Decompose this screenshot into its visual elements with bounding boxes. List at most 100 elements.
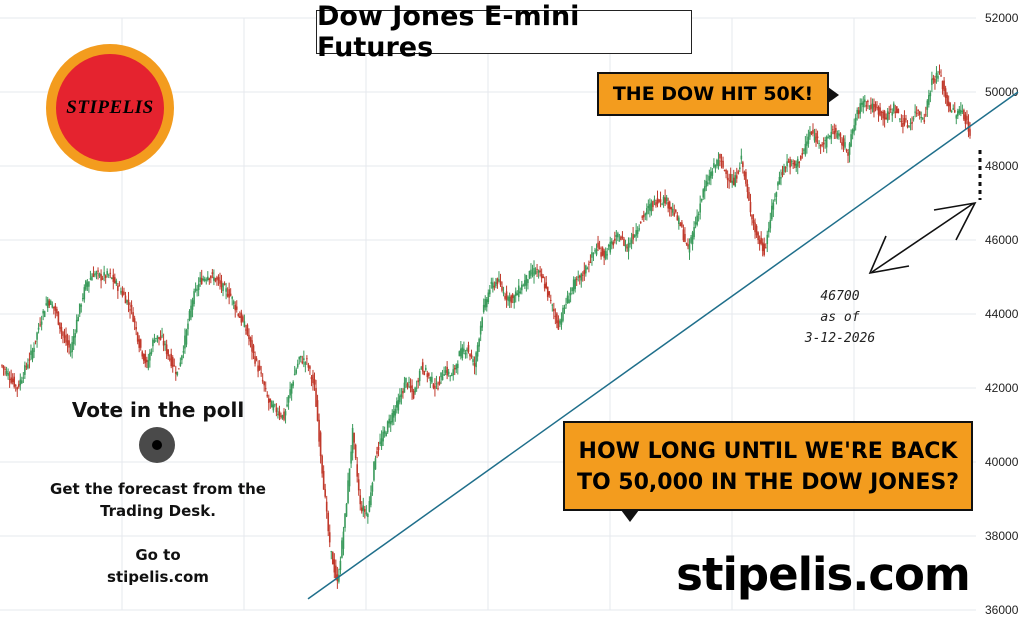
candle-body [874,104,877,108]
candle-body [746,183,749,193]
candle-body [394,408,397,416]
candlestick-series [1,64,971,589]
candle-body [775,192,778,197]
candle-body [953,110,956,113]
logo-inner-circle: STIPELIS [56,54,164,162]
candle-body [141,351,144,357]
candle-body [232,301,235,304]
candle-body [161,335,163,337]
candle-body [578,275,581,278]
candle-body [251,340,253,352]
candle-body [281,414,284,419]
forecast-text: Get the forecast from the Trading Desk. [34,478,282,522]
trendline [307,91,1019,600]
candle-body [335,565,337,579]
candle-body [716,159,718,166]
candle-body [482,304,485,313]
candle-body [220,280,223,288]
candle-body [97,270,99,272]
candle-body [382,431,384,442]
candle-body [278,411,281,416]
candle-body [455,364,458,370]
candle-body [824,140,826,142]
candle-body [554,315,557,317]
candle-body [891,112,894,116]
candle-body [835,127,837,133]
candle-body [301,361,304,364]
candle-body [138,339,140,348]
poll-radio-button[interactable] [139,427,175,463]
candle-body [402,391,404,394]
candle-body [112,274,115,282]
candle-body [173,365,176,367]
candle-body [120,291,122,293]
candle-body [868,105,871,107]
candle-body [574,279,576,289]
candle-body [170,353,173,367]
stipelis-logo: STIPELIS [46,44,174,172]
candle-body [359,495,362,505]
candle-body [271,401,273,408]
candle-body [699,203,701,213]
goto-line-1: Go to [135,546,181,564]
candle-body [475,352,477,368]
candle-body [489,289,491,295]
candle-body [315,387,317,407]
candle-body [774,199,776,201]
candle-body [879,107,881,116]
candle-body [196,289,198,291]
candle-body [772,202,775,210]
candle-body [707,182,709,185]
candle-body [74,333,76,338]
candle-body [27,364,29,369]
candle-body [705,180,708,187]
candle-body [310,377,313,380]
price-note-date: 3-12-2026 [804,331,876,346]
candle-body [440,372,442,378]
candle-body [923,120,926,122]
candle-body [522,285,525,287]
y-tick-label: 50000 [985,85,1019,99]
candle-body [213,276,215,281]
candle-body [318,419,320,442]
candle-body [876,107,878,109]
candle-body [391,413,394,423]
candle-body [604,251,607,259]
candle-body [10,377,12,383]
candle-body [803,149,805,151]
candle-body [649,204,651,211]
candle-body [560,319,563,325]
candle-body [295,369,298,374]
candle-body [720,160,723,162]
callout-question-line-1: HOW LONG UNTIL WE'RE BACK [578,439,958,464]
candle-body [11,378,14,383]
candle-body [755,225,758,236]
candle-body [548,291,551,296]
candle-body [461,347,464,359]
candle-body [673,212,676,216]
candle-body [911,121,913,124]
candle-body [63,336,66,338]
candle-body [914,111,916,113]
candle-body [296,363,299,368]
candle-body [638,228,641,230]
candle-body [309,366,311,369]
candle-body [104,275,107,279]
candle-body [429,377,432,381]
candle-body [531,272,534,274]
candle-body [164,343,166,345]
candle-body [617,233,619,238]
candle-body [525,275,528,286]
candle-body [354,444,357,459]
candle-body [147,360,150,369]
candle-body [56,308,58,314]
candle-body [200,277,203,284]
candle-body [940,75,942,77]
candle-body [182,351,185,353]
candle-body [447,371,450,375]
candle-body [437,388,439,390]
candle-body [206,276,209,281]
candle-body [8,379,11,381]
candle-body [339,560,342,570]
candle-body [14,385,17,387]
